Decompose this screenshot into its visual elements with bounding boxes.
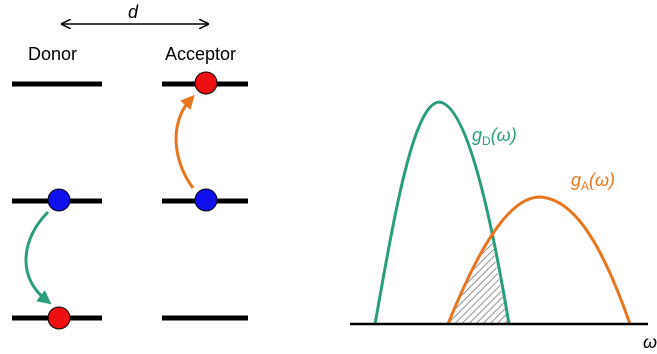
distance-label: d bbox=[128, 2, 139, 22]
donor-label: Donor bbox=[28, 44, 77, 64]
frequency-axis-label: ω bbox=[643, 332, 657, 352]
acceptor-ground-dot bbox=[194, 188, 218, 212]
acceptor-excitation-arrow bbox=[174, 94, 195, 189]
donor-ground-dot bbox=[47, 306, 71, 330]
donor-spectrum-curve bbox=[373, 100, 511, 325]
acceptor-label: Acceptor bbox=[165, 44, 236, 64]
donor-excited-dot bbox=[47, 188, 71, 212]
gA-label: gA(ω) bbox=[571, 170, 615, 193]
overlap-region bbox=[448, 238, 509, 324]
acceptor-spectrum-curve bbox=[446, 195, 632, 325]
donor-relaxation-arrow bbox=[24, 210, 52, 305]
gD-label: gD(ω) bbox=[472, 125, 517, 148]
acceptor-excited-dot bbox=[194, 71, 218, 95]
